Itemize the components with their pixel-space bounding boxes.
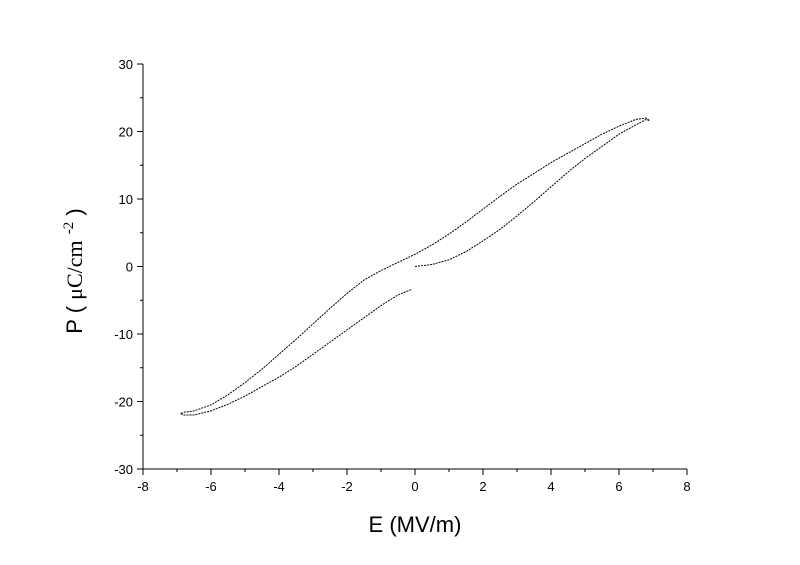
y-tick-label: 0 [126,260,133,275]
x-axis-title: E (MV/m) [369,512,462,537]
y-tick-label: -10 [114,327,133,342]
y-axis-title-prefix: P [62,319,87,333]
x-tick-label: 8 [683,479,690,494]
y-tick-label: 10 [119,192,133,207]
x-tick-label: 0 [411,479,418,494]
x-tick-label: 4 [547,479,554,494]
x-tick-label: 6 [615,479,622,494]
ticks [137,63,688,475]
x-tick-label: -2 [341,479,353,494]
y-axis-title-open-paren: ( [62,305,87,313]
y-tick-label: 30 [119,57,133,72]
x-tick-label: 2 [479,479,486,494]
x-tick-label: -8 [137,479,149,494]
y-axis-title: P ( μC/cm -2 ) [53,208,87,333]
y-axis-title-close-paren: ) [62,208,87,215]
y-tick-label: 20 [119,125,133,140]
svg-text:P ( μC/cm -: P ( μC/cm -2 ) [53,208,87,333]
series-line-polarization [179,117,650,416]
y-axis-title-sup: -2 [61,222,77,235]
x-tick-label: -4 [273,479,285,494]
y-tick-label: -30 [114,462,133,477]
y-axis-title-units: μC/cm [62,240,87,299]
x-tick-label: -6 [205,479,217,494]
y-tick-label: -20 [114,395,133,410]
